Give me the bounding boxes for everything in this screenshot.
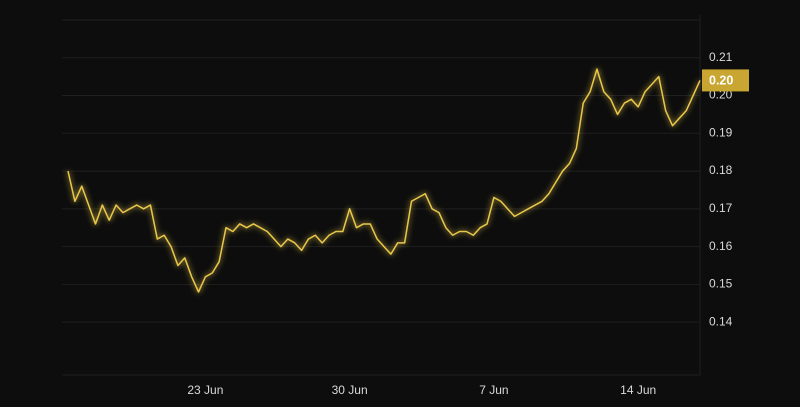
y-tick-label: 0.14 xyxy=(709,314,733,328)
y-tick-label: 0.19 xyxy=(709,125,733,139)
x-tick-label: 7 Jun xyxy=(479,383,508,397)
y-tick-label: 0.21 xyxy=(709,50,733,64)
x-tick-label: 14 Jun xyxy=(620,383,656,397)
x-tick-label: 23 Jun xyxy=(187,383,223,397)
y-tick-label: 0.15 xyxy=(709,277,733,291)
y-tick-label: 0.17 xyxy=(709,201,733,215)
value-label: 0.20 xyxy=(709,74,733,88)
value-badge xyxy=(702,69,749,92)
y-tick-label: 0.18 xyxy=(709,163,733,177)
x-tick-label: 30 Jun xyxy=(332,383,368,397)
price-line xyxy=(67,68,701,293)
y-tick-label: 0.16 xyxy=(709,239,733,253)
